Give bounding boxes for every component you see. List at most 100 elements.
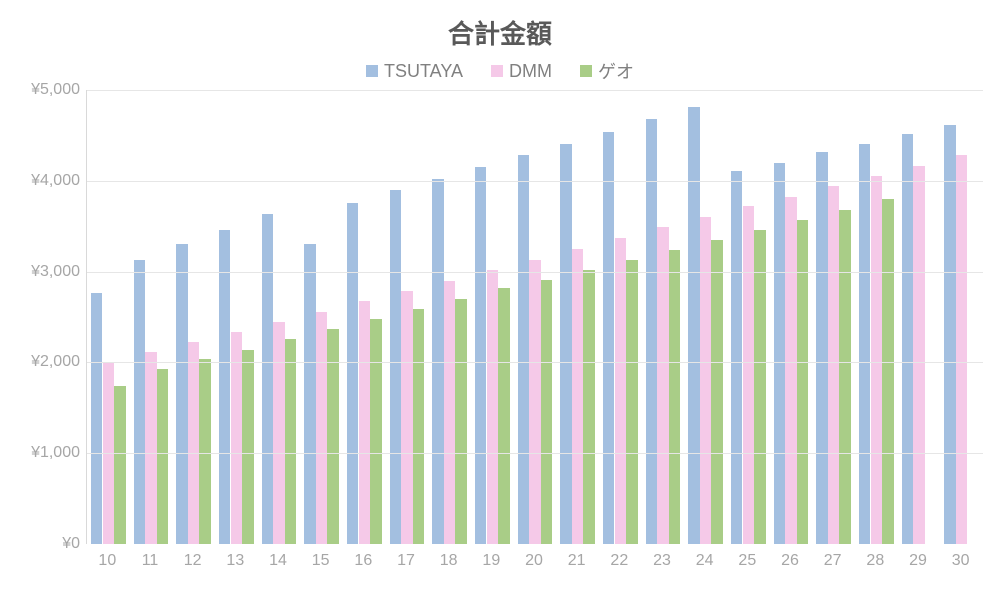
bar	[785, 197, 797, 544]
legend-swatch	[580, 65, 592, 77]
gridline	[87, 90, 983, 91]
bar	[944, 125, 956, 544]
x-tick-label: 15	[312, 552, 330, 570]
chart-title: 合計金額	[0, 14, 1000, 51]
x-tick-label: 29	[909, 552, 927, 570]
x-tick-label: 20	[525, 552, 543, 570]
gridline	[87, 181, 983, 182]
x-tick-label: 18	[440, 552, 458, 570]
x-tick-label: 22	[610, 552, 628, 570]
bar	[902, 134, 914, 544]
bar	[700, 217, 712, 544]
bar	[615, 238, 627, 544]
bar	[316, 312, 328, 544]
x-tick-label: 28	[866, 552, 884, 570]
x-tick-label: 19	[482, 552, 500, 570]
legend-label: DMM	[509, 61, 552, 82]
y-tick-label: ¥1,000	[31, 444, 80, 462]
legend-label: TSUTAYA	[384, 61, 463, 82]
bar	[145, 352, 157, 544]
bars-layer	[87, 90, 983, 544]
gridline	[87, 272, 983, 273]
bar	[913, 166, 925, 544]
bar	[304, 244, 316, 544]
legend-swatch	[366, 65, 378, 77]
bar	[583, 270, 595, 544]
x-tick-label: 13	[226, 552, 244, 570]
bar	[774, 163, 786, 544]
bar	[370, 319, 382, 544]
y-tick-label: ¥4,000	[31, 172, 80, 190]
bar	[797, 220, 809, 544]
bar	[498, 288, 510, 544]
bar	[603, 132, 615, 544]
bar	[657, 227, 669, 544]
bar	[444, 281, 456, 544]
bar	[688, 107, 700, 544]
bar	[956, 155, 968, 544]
bar	[743, 206, 755, 544]
bar	[839, 210, 851, 544]
bar	[572, 249, 584, 544]
bar	[626, 260, 638, 544]
bar	[541, 280, 553, 544]
bar	[646, 119, 658, 544]
bar	[731, 171, 743, 544]
bar	[871, 176, 883, 544]
legend-item: TSUTAYA	[366, 58, 463, 84]
bar	[455, 299, 467, 544]
bar	[188, 342, 200, 544]
chart-container: 合計金額 TSUTAYA DMM ゲオ ¥0 ¥1,000 ¥2,000 ¥3,000 ¥4…	[0, 0, 1000, 600]
bar	[114, 386, 126, 544]
x-tick-label: 14	[269, 552, 287, 570]
x-tick-label: 23	[653, 552, 671, 570]
bar	[359, 301, 371, 544]
x-tick-label: 17	[397, 552, 415, 570]
bar	[413, 309, 425, 544]
bar	[134, 260, 146, 544]
y-tick-label: ¥0	[62, 535, 80, 553]
gridline	[87, 362, 983, 363]
bar	[816, 152, 828, 544]
bar	[231, 332, 243, 544]
bar	[199, 359, 211, 544]
bar	[285, 339, 297, 544]
bar	[91, 293, 103, 544]
bar	[754, 230, 766, 544]
x-tick-label: 10	[98, 552, 116, 570]
bar	[327, 329, 339, 544]
bar	[711, 240, 723, 544]
x-tick-label: 25	[738, 552, 756, 570]
bar	[518, 155, 530, 544]
bar	[560, 144, 572, 544]
legend-item: DMM	[491, 58, 552, 84]
bar	[529, 260, 541, 544]
bar	[219, 230, 231, 544]
legend-swatch	[491, 65, 503, 77]
bar	[176, 244, 188, 544]
plot-area	[86, 90, 983, 544]
bar	[475, 167, 487, 544]
bar	[882, 199, 894, 544]
bar	[157, 369, 169, 544]
bar	[390, 190, 402, 544]
bar	[401, 291, 413, 544]
x-tick-label: 24	[696, 552, 714, 570]
legend-label: ゲオ	[598, 58, 634, 84]
x-tick-label: 21	[568, 552, 586, 570]
y-tick-label: ¥3,000	[31, 263, 80, 281]
bar	[347, 203, 359, 544]
x-tick-label: 16	[354, 552, 372, 570]
legend: TSUTAYA DMM ゲオ	[0, 58, 1000, 84]
bar	[828, 186, 840, 544]
x-tick-label: 26	[781, 552, 799, 570]
x-tick-label: 30	[952, 552, 970, 570]
y-tick-label: ¥2,000	[31, 353, 80, 371]
legend-item: ゲオ	[580, 58, 634, 84]
bar	[487, 270, 499, 544]
x-tick-label: 12	[184, 552, 202, 570]
bar	[242, 350, 254, 544]
y-tick-label: ¥5,000	[31, 81, 80, 99]
bar	[262, 214, 274, 544]
bar	[669, 250, 681, 544]
